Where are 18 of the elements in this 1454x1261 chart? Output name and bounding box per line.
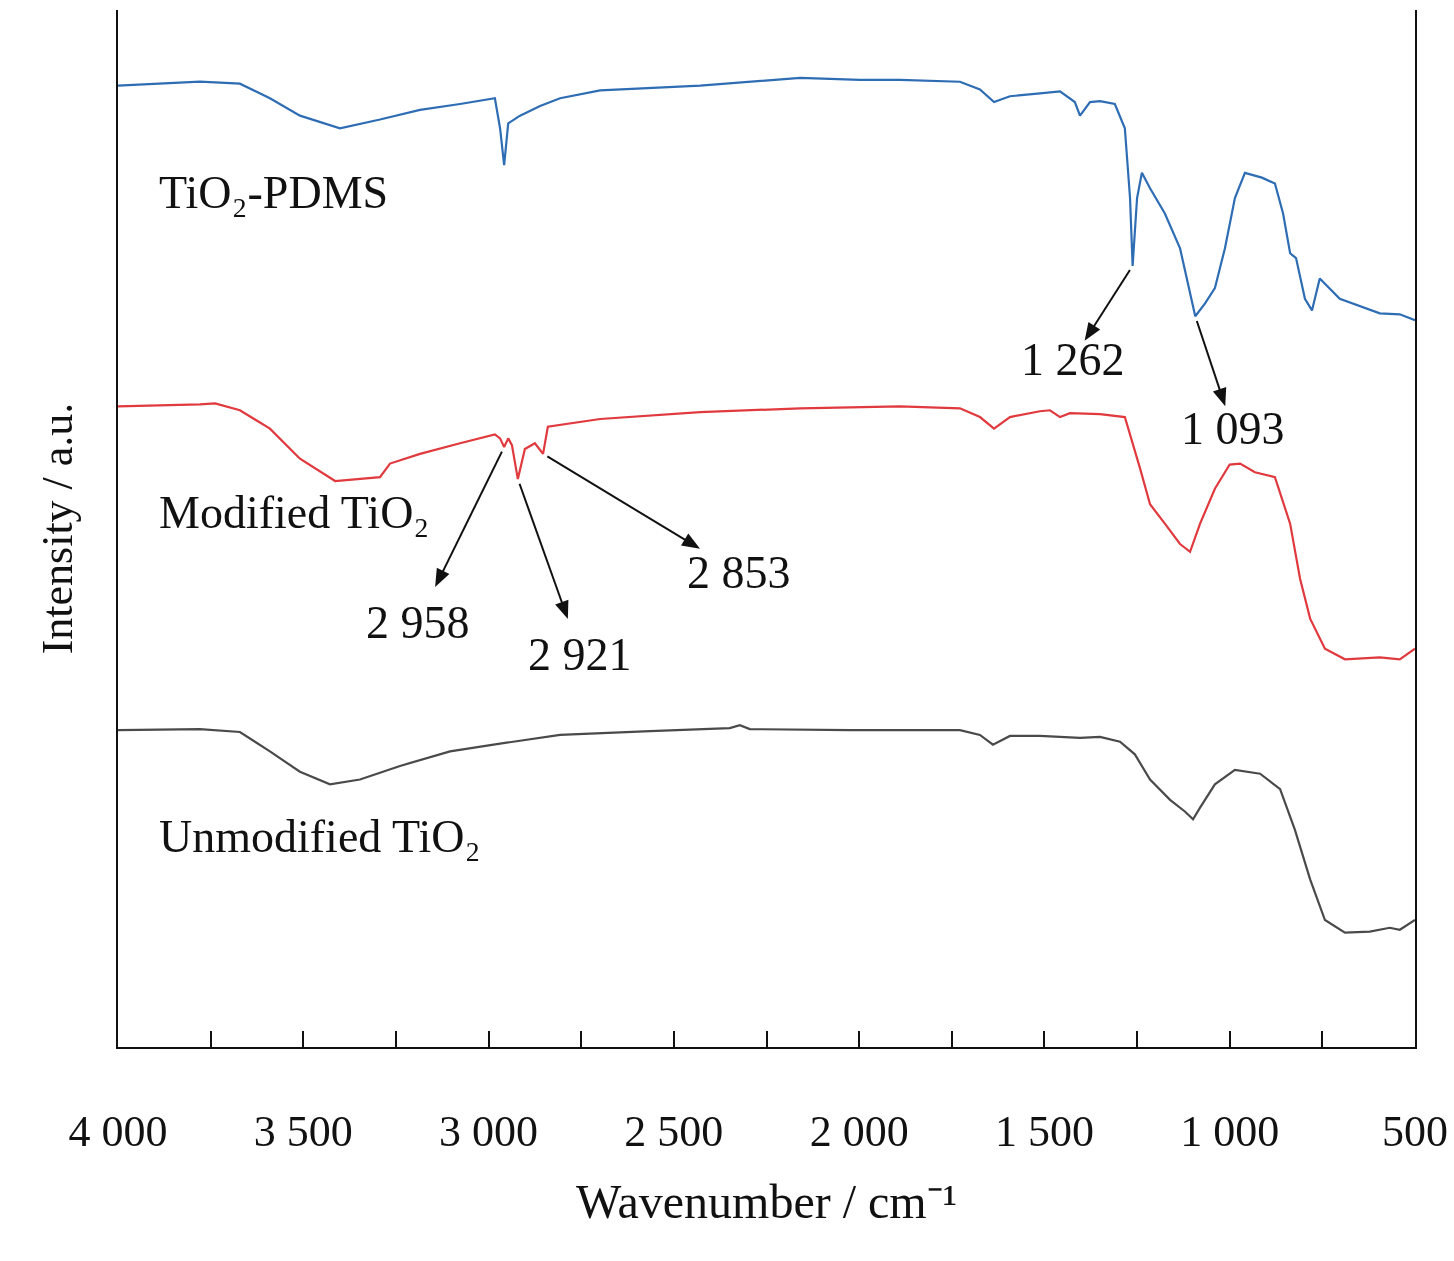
y-axis-title: Intensity / a.u. xyxy=(32,402,82,655)
annotation: 2 921 xyxy=(528,629,632,680)
x-axis-title: Wavenumber / cm⁻¹ xyxy=(575,1175,958,1229)
x-tick-label: 2 000 xyxy=(809,1106,909,1156)
x-tick-label: 1 500 xyxy=(994,1106,1094,1156)
annotation: 1 093 xyxy=(1181,403,1285,454)
x-tick-label: 3 500 xyxy=(253,1106,353,1156)
x-tick-label: 4 000 xyxy=(68,1106,168,1156)
annotation: 2 853 xyxy=(687,547,791,598)
series-label: Unmodified TiO₂ xyxy=(159,811,481,862)
annotation: 2 958 xyxy=(366,597,470,648)
x-tick-label: 1 000 xyxy=(1180,1106,1280,1156)
x-tick-label: 2 500 xyxy=(624,1106,724,1156)
annotation: 1 262 xyxy=(1021,334,1125,385)
x-tick-label: 3 000 xyxy=(439,1106,539,1156)
series-label: Modified TiO₂ xyxy=(159,487,430,538)
x-tick-label: 500 xyxy=(1382,1106,1448,1156)
series-label: TiO₂-PDMS xyxy=(159,167,389,218)
